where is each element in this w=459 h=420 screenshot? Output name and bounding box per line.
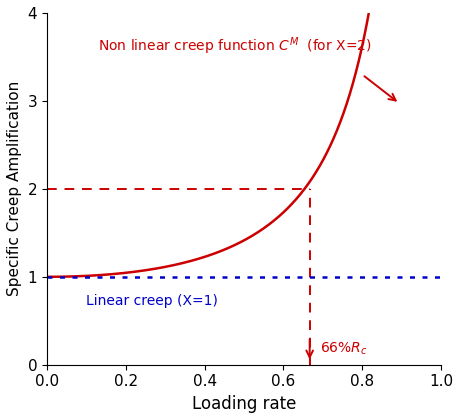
Text: Linear creep (X=1): Linear creep (X=1) (86, 294, 218, 307)
Text: 66%$R_c$: 66%$R_c$ (319, 341, 366, 357)
Text: Non linear creep function $C^M$  (for X=2): Non linear creep function $C^M$ (for X=2… (98, 36, 371, 57)
X-axis label: Loading rate: Loading rate (191, 395, 296, 413)
Y-axis label: Specific Creep Amplification: Specific Creep Amplification (7, 81, 22, 297)
